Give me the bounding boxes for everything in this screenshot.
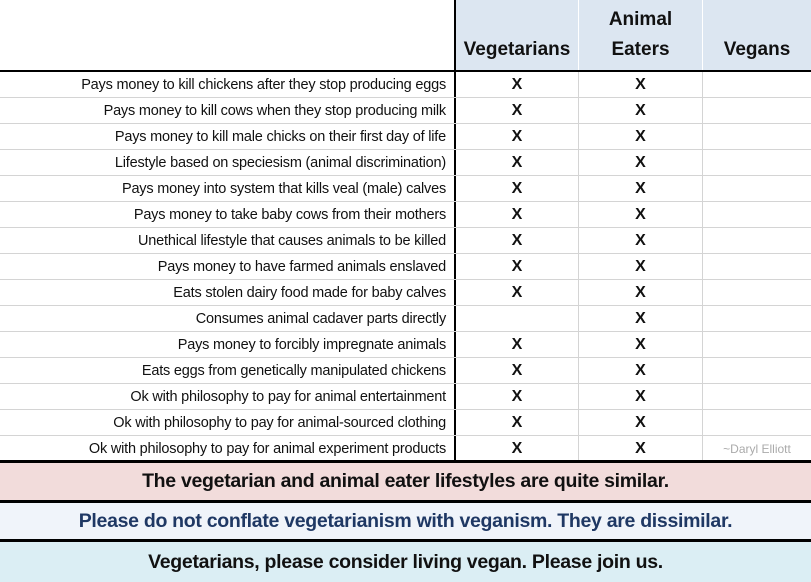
- row-label: Pays money to kill cows when they stop p…: [103, 103, 447, 119]
- footer-join-banner: Vegetarians, please consider living vega…: [0, 539, 811, 582]
- table-row: Pays money to forcibly impregnate animal…: [0, 332, 811, 358]
- header-vegans: Vegans: [702, 0, 811, 70]
- cell-vegans: [702, 72, 811, 97]
- table-row: Ok with philosophy to pay for animal-sou…: [0, 410, 811, 436]
- cell-animal-eaters: X: [578, 228, 702, 253]
- cell-vegetarians: X: [454, 228, 578, 253]
- row-label: Consumes animal cadaver parts directly: [195, 311, 446, 327]
- row-label: Pays money to have farmed animals enslav…: [157, 259, 446, 275]
- footer-dissimilar-banner: Please do not conflate vegetarianism wit…: [0, 500, 811, 540]
- header-vegetarians-label: Vegetarians: [463, 39, 571, 60]
- cell-vegans: [702, 176, 811, 201]
- cell-vegans: [702, 280, 811, 305]
- cell-vegetarians: X: [454, 202, 578, 227]
- cell-vegans: [702, 332, 811, 357]
- cell-vegans: [702, 98, 811, 123]
- cell-vegans: [702, 306, 811, 331]
- cell-vegans: [702, 228, 811, 253]
- table-row: Ok with philosophy to pay for animal exp…: [0, 436, 811, 462]
- cell-vegetarians: X: [454, 332, 578, 357]
- cell-vegans: [702, 358, 811, 383]
- row-label: Ok with philosophy to pay for animal ent…: [130, 389, 446, 405]
- cell-vegetarians: X: [454, 98, 578, 123]
- cell-vegans: [702, 202, 811, 227]
- header-animal-eaters-label: Animal Eaters: [608, 9, 673, 60]
- cell-vegetarians: X: [454, 124, 578, 149]
- cell-animal-eaters: X: [578, 72, 702, 97]
- table-row: Eats eggs from genetically manipulated c…: [0, 358, 811, 384]
- row-label: Pays money to take baby cows from their …: [133, 207, 446, 223]
- table-header: Vegetarians Animal Eaters Vegans: [0, 0, 811, 72]
- cell-animal-eaters: X: [578, 410, 702, 435]
- cell-vegetarians: X: [454, 280, 578, 305]
- cell-vegetarians: [454, 306, 578, 331]
- cell-animal-eaters: X: [578, 254, 702, 279]
- author-credit: ~Daryl Elliott: [702, 436, 811, 461]
- cell-vegetarians: X: [454, 384, 578, 409]
- table-row: Pays money to kill chickens after they s…: [0, 72, 811, 98]
- cell-animal-eaters: X: [578, 436, 702, 461]
- row-label: Ok with philosophy to pay for animal-sou…: [113, 415, 446, 431]
- cell-vegetarians: X: [454, 358, 578, 383]
- cell-vegans: [702, 150, 811, 175]
- cell-vegetarians: X: [454, 436, 578, 461]
- cell-animal-eaters: X: [578, 306, 702, 331]
- cell-vegetarians: X: [454, 176, 578, 201]
- header-animal-eaters: Animal Eaters: [578, 0, 702, 70]
- row-label: Eats stolen dairy food made for baby cal…: [173, 285, 446, 301]
- row-label: Ok with philosophy to pay for animal exp…: [88, 441, 446, 457]
- footer-similar-banner: The vegetarian and animal eater lifestyl…: [0, 460, 811, 500]
- cell-vegans: [702, 254, 811, 279]
- row-label: Pays money to kill male chicks on their …: [114, 129, 446, 145]
- row-label: Eats eggs from genetically manipulated c…: [141, 363, 446, 379]
- cell-vegetarians: X: [454, 254, 578, 279]
- row-label: Lifestyle based on speciesism (animal di…: [114, 155, 446, 171]
- cell-vegans: [702, 410, 811, 435]
- cell-animal-eaters: X: [578, 332, 702, 357]
- table-row: Pays money to kill male chicks on their …: [0, 124, 811, 150]
- cell-animal-eaters: X: [578, 176, 702, 201]
- cell-vegans: [702, 124, 811, 149]
- cell-animal-eaters: X: [578, 202, 702, 227]
- table-row: Pays money to have farmed animals enslav…: [0, 254, 811, 280]
- cell-animal-eaters: X: [578, 124, 702, 149]
- row-label: Pays money into system that kills veal (…: [121, 181, 446, 197]
- cell-animal-eaters: X: [578, 358, 702, 383]
- cell-vegetarians: X: [454, 410, 578, 435]
- row-label: Pays money to forcibly impregnate animal…: [177, 337, 446, 353]
- header-blank-cell: [0, 0, 454, 70]
- header-vegans-label: Vegans: [723, 39, 791, 60]
- cell-vegetarians: X: [454, 150, 578, 175]
- cell-animal-eaters: X: [578, 98, 702, 123]
- cell-vegans: [702, 384, 811, 409]
- table-row: Pays money to take baby cows from their …: [0, 202, 811, 228]
- cell-animal-eaters: X: [578, 280, 702, 305]
- cell-vegetarians: X: [454, 72, 578, 97]
- cell-animal-eaters: X: [578, 384, 702, 409]
- table-row: Eats stolen dairy food made for baby cal…: [0, 280, 811, 306]
- table-row: Ok with philosophy to pay for animal ent…: [0, 384, 811, 410]
- table-row: Pays money to kill cows when they stop p…: [0, 98, 811, 124]
- header-vegetarians: Vegetarians: [454, 0, 578, 70]
- table-row: Lifestyle based on speciesism (animal di…: [0, 150, 811, 176]
- table-row: Unethical lifestyle that causes animals …: [0, 228, 811, 254]
- row-label: Unethical lifestyle that causes animals …: [138, 233, 446, 249]
- row-label: Pays money to kill chickens after they s…: [81, 77, 446, 93]
- cell-animal-eaters: X: [578, 150, 702, 175]
- table-row: Pays money into system that kills veal (…: [0, 176, 811, 202]
- table-row: Consumes animal cadaver parts directly X: [0, 306, 811, 332]
